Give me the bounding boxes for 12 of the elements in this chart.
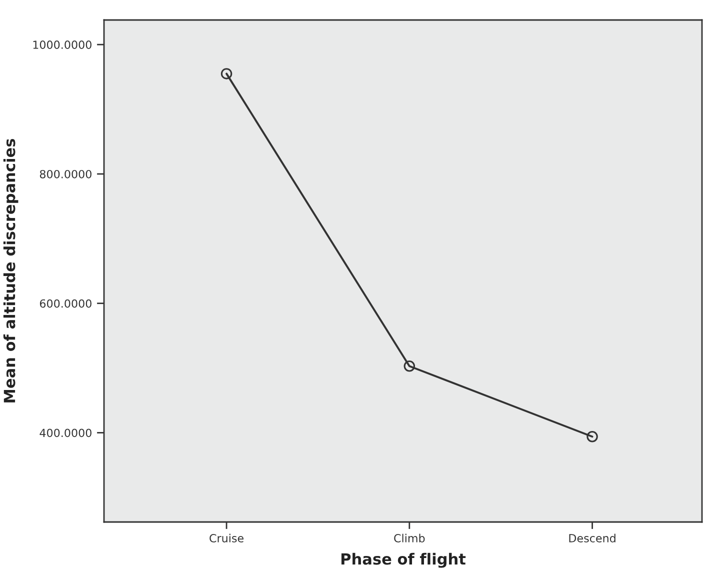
y-axis-title: Mean of altitude discrepancies (3, 138, 18, 402)
y-tick-label: 600.0000 (40, 299, 92, 308)
y-tick-label: 1000.0000 (33, 40, 92, 49)
x-axis-title: Phase of flight (341, 552, 466, 568)
y-tick-label: 800.0000 (40, 170, 92, 178)
point (586, 430, 598, 442)
x-tick-label: Cruise (210, 534, 244, 542)
point (220, 68, 232, 80)
y-tick-label: 400.0000 (40, 428, 92, 438)
point (404, 360, 416, 372)
x-tick-label: Climb (394, 534, 425, 542)
x-tick-label: Descend (569, 534, 616, 542)
